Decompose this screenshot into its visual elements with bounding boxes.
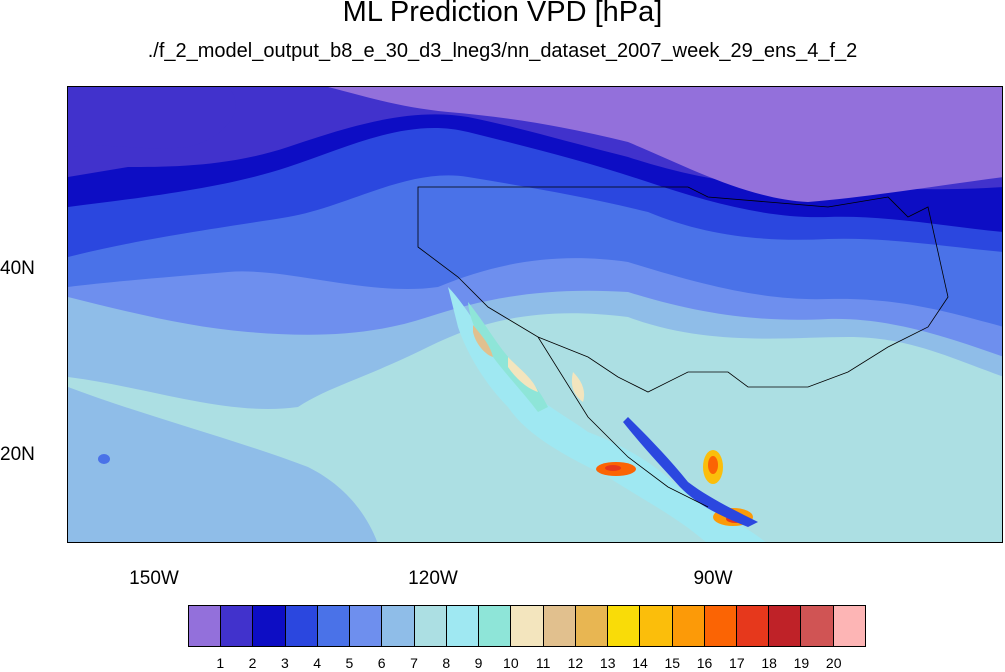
colorbar: [188, 605, 866, 647]
colorbar-tick-label: 18: [761, 655, 777, 671]
lon-label-150w: 150W: [129, 568, 179, 589]
colorbar-cell: [221, 606, 254, 646]
colorbar-cell: [479, 606, 512, 646]
lon-label-120w: 120W: [408, 568, 458, 589]
colorbar-tick-label: 6: [377, 655, 386, 671]
vpd-contour-field: [68, 87, 1002, 542]
colorbar-cell: [704, 606, 737, 646]
colorbar-tick-label: 11: [535, 655, 551, 671]
lon-label-90w: 90W: [693, 568, 733, 589]
lat-label-20n: 20N: [0, 444, 35, 465]
colorbar-tick-label: 15: [664, 655, 681, 671]
colorbar-cell: [833, 606, 865, 646]
colorbar-tick-label: 9: [474, 655, 483, 671]
colorbar-tick-label: 4: [313, 655, 322, 671]
colorbar-cell: [350, 606, 383, 646]
colorbar-cell: [317, 606, 351, 646]
colorbar-cell: [640, 606, 673, 646]
colorbar-tick-label: 16: [696, 655, 713, 671]
colorbar-tick-label: 10: [503, 655, 519, 671]
colorbar-tick-label: 1: [216, 655, 225, 671]
vpd-map: [67, 86, 1003, 543]
colorbar-cell: [575, 606, 609, 646]
colorbar-cell: [382, 606, 415, 646]
colorbar-tick-label: 14: [632, 655, 648, 671]
colorbar-tick-label: 3: [280, 655, 289, 671]
colorbar-tick-label: 7: [410, 655, 418, 671]
colorbar-cell: [736, 606, 770, 646]
colorbar-cell: [769, 606, 802, 646]
colorbar-tick-label: 8: [442, 655, 451, 671]
colorbar-cell: [511, 606, 544, 646]
colorbar-tick-label: 12: [567, 655, 584, 671]
lat-label-40n: 40N: [0, 258, 35, 279]
colorbar-cell: [189, 606, 222, 646]
map-subtitle: ./f_2_model_output_b8_e_30_d3_lneg3/nn_d…: [147, 40, 858, 62]
colorbar-tick-label: 19: [793, 655, 810, 671]
colorbar-cell: [446, 606, 480, 646]
colorbar-cell: [672, 606, 705, 646]
colorbar-cell: [253, 606, 286, 646]
colorbar-tick-label: 2: [248, 655, 257, 671]
colorbar-cell: [608, 606, 641, 646]
colorbar-tick-label: 5: [345, 655, 354, 671]
colorbar-tick-label: 13: [599, 655, 616, 671]
map-title: ML Prediction VPD [hPa]: [342, 0, 663, 28]
colorbar-cell: [414, 606, 447, 646]
colorbar-cell: [285, 606, 318, 646]
colorbar-cell: [801, 606, 834, 646]
colorbar-tick-label: 17: [729, 655, 745, 671]
colorbar-cell: [543, 606, 576, 646]
colorbar-tick-label: 20: [825, 655, 842, 671]
